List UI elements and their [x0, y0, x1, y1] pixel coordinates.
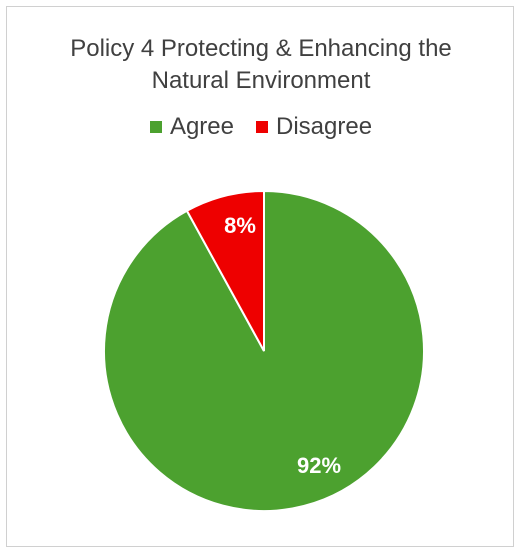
pie-slice-disagree: [185, 189, 265, 352]
pie-label-disagree: 8%: [224, 213, 256, 238]
legend-swatch-disagree: [256, 121, 268, 133]
legend-label-disagree: Disagree: [276, 113, 373, 140]
legend-item-agree: Agree: [149, 113, 234, 141]
chart-title-line-2: Natural Environment: [151, 67, 371, 94]
chart-frame: Policy 4 Protecting & Enhancing the Natu…: [6, 6, 514, 547]
legend-item-disagree: Disagree: [256, 113, 372, 141]
pie-chart: 92% 8%: [103, 189, 425, 512]
legend-swatch-agree: [149, 121, 162, 133]
legend-label-agree: Agree: [169, 113, 234, 140]
chart-title-line-1: Policy 4 Protecting & Enhancing the: [70, 35, 452, 62]
chart-legend: Agree Disagree: [7, 113, 515, 141]
chart-title: Policy 4 Protecting & Enhancing the Natu…: [7, 33, 515, 97]
pie-label-agree: 92%: [297, 453, 341, 478]
